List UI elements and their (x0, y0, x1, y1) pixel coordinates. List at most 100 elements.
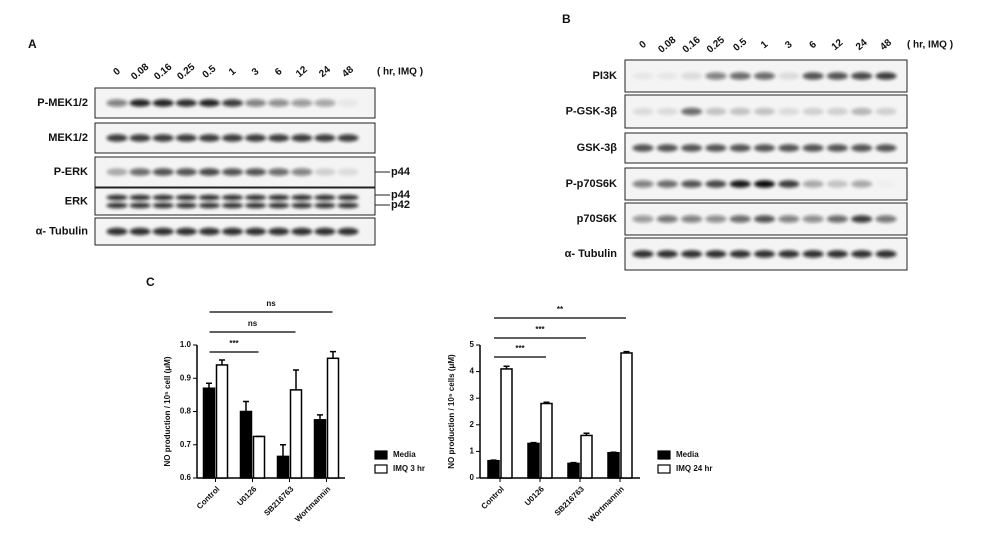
time-label: 0.16 (681, 34, 703, 55)
bar (326, 357, 340, 479)
y-tick-label: 0 (470, 473, 475, 482)
bar (487, 459, 500, 479)
bar (215, 364, 229, 479)
band (175, 134, 197, 142)
blot-label: PI3K (593, 70, 618, 82)
band (802, 215, 824, 223)
band (851, 144, 873, 152)
band (656, 215, 678, 223)
band (875, 144, 897, 152)
band (851, 180, 873, 188)
band (152, 202, 174, 209)
band (802, 72, 824, 80)
time-label: 3 (783, 39, 795, 51)
time-label: 3 (250, 66, 262, 78)
bar (540, 402, 553, 479)
band (314, 99, 336, 107)
band (106, 134, 128, 142)
time-label: 1 (759, 39, 771, 51)
x-tick-label: Wortmannin (293, 484, 332, 523)
legend-swatch (374, 450, 388, 460)
band (337, 194, 359, 201)
band (106, 99, 128, 107)
blot-label: α- Tubulin (565, 248, 618, 260)
legend-swatch (657, 450, 671, 460)
band (656, 250, 678, 258)
x-tick-label: U0126 (235, 484, 258, 507)
band-lane-group (632, 180, 897, 188)
blot-frame (94, 187, 376, 216)
band (198, 194, 220, 201)
band (826, 107, 848, 116)
band (129, 99, 151, 107)
bar (289, 389, 303, 479)
legend-swatch (657, 464, 671, 474)
band (152, 99, 174, 107)
band (851, 107, 873, 116)
error-bar (206, 382, 212, 389)
x-tick-label: Control (195, 485, 221, 511)
band (222, 168, 243, 176)
bar (567, 462, 580, 479)
band (268, 168, 290, 176)
y-tick-label: 0.9 (180, 373, 192, 382)
time-label: 0.25 (705, 34, 727, 55)
band (152, 134, 174, 142)
y-tick-label: 3 (470, 393, 475, 402)
band (681, 72, 703, 80)
x-tick-label: U0126 (523, 484, 546, 507)
panel-label: B (562, 12, 571, 26)
blot-label: α- Tubulin (36, 225, 89, 237)
error-bar (293, 369, 299, 390)
band (656, 180, 678, 188)
time-label: 24 (854, 37, 870, 53)
band (245, 202, 267, 209)
band (314, 134, 336, 142)
band (129, 194, 151, 201)
unit-label: ( hr, IMQ ) (377, 67, 423, 78)
band-lane-group (632, 107, 897, 116)
error-bar (503, 365, 510, 369)
band (632, 72, 654, 80)
band (245, 99, 267, 107)
band-lane-group (632, 72, 897, 80)
band (129, 202, 151, 209)
band (876, 180, 897, 188)
band (875, 72, 897, 80)
band (754, 144, 775, 152)
band (337, 202, 359, 209)
significance-label: ** (557, 305, 564, 314)
error-bar (610, 451, 617, 453)
blot-label: P-ERK (54, 166, 88, 178)
bar (276, 455, 290, 479)
significance-label: ns (266, 299, 276, 308)
band (152, 168, 174, 176)
band (729, 215, 751, 223)
bar (620, 352, 633, 479)
band (198, 202, 220, 209)
band (291, 168, 313, 176)
band (681, 215, 703, 223)
band (802, 180, 824, 188)
band (778, 180, 800, 188)
band (778, 250, 800, 258)
blot-label: P-MEK1/2 (37, 97, 88, 109)
band (802, 250, 824, 258)
band (129, 134, 151, 142)
band (268, 194, 290, 201)
bar (313, 419, 327, 479)
y-axis-label: NO production / 10⁵ cells (μM) (447, 354, 456, 469)
significance-label: *** (229, 339, 239, 348)
band (175, 194, 197, 201)
band (222, 194, 243, 201)
band (222, 99, 243, 107)
band-lane-group (632, 144, 897, 152)
band (268, 202, 290, 209)
error-bar (543, 401, 550, 404)
band (314, 202, 336, 209)
legend-label: Media (676, 450, 699, 459)
band (175, 168, 197, 176)
y-tick-label: 1.0 (180, 340, 192, 349)
band-lane-group (106, 134, 359, 142)
error-bar (243, 400, 249, 412)
